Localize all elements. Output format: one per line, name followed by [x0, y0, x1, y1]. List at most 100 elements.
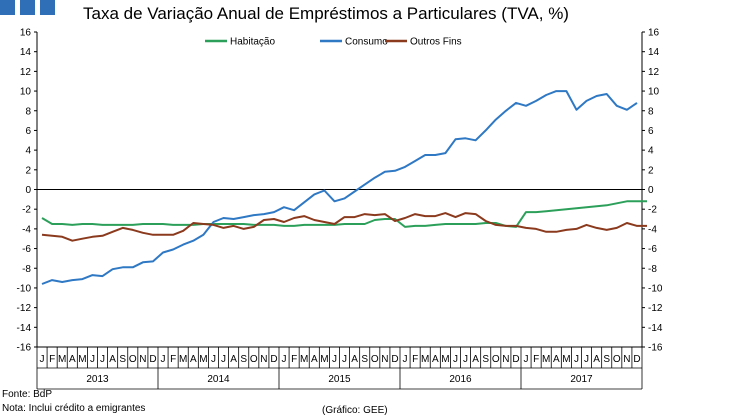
- month-label: J: [161, 354, 166, 365]
- year-label: 2016: [449, 374, 472, 385]
- month-label: N: [260, 354, 267, 365]
- month-label: J: [453, 354, 458, 365]
- y-tick-label-left: 12: [20, 67, 32, 78]
- month-label: A: [230, 354, 237, 365]
- year-label: 2015: [328, 374, 351, 385]
- month-label: M: [421, 354, 429, 365]
- month-label: A: [311, 354, 318, 365]
- credit-note: (Gráfico: GEE): [322, 405, 388, 416]
- month-label: S: [119, 354, 126, 365]
- y-tick-label-left: -8: [22, 264, 31, 275]
- month-label: M: [320, 354, 328, 365]
- y-tick-label-left: 4: [25, 146, 31, 157]
- axes: 16 16 14 14 12 12 10 10 8 8 6 6 4 4 2 2 0 0 -2 -2 -4 -4 -6 -6 -8…: [17, 28, 663, 390]
- month-label: A: [593, 354, 600, 365]
- series-line-habita-o: [41, 200, 647, 228]
- month-label: M: [562, 354, 570, 365]
- y-tick-label-left: 8: [25, 106, 31, 117]
- month-label: J: [211, 354, 216, 365]
- y-tick-label-left: -16: [17, 343, 32, 354]
- month-label: A: [432, 354, 439, 365]
- month-label: M: [300, 354, 308, 365]
- y-tick-label-left: 0: [25, 185, 31, 196]
- y-tick-label-right: 12: [648, 67, 660, 78]
- legend-label: Habitação: [230, 37, 275, 48]
- y-tick-label-right: -6: [648, 244, 657, 255]
- y-tick-label-right: -16: [648, 343, 663, 354]
- month-label: O: [613, 354, 621, 365]
- month-label: M: [542, 354, 550, 365]
- y-tick-label-right: 6: [648, 126, 654, 137]
- y-tick-label-right: 14: [648, 47, 660, 58]
- month-label: A: [553, 354, 560, 365]
- y-tick-label-right: -4: [648, 224, 657, 235]
- month-label: F: [533, 354, 539, 365]
- month-label: N: [502, 354, 509, 365]
- y-tick-label-right: -14: [648, 323, 663, 334]
- y-tick-label-right: -10: [648, 283, 663, 294]
- month-label: O: [250, 354, 258, 365]
- month-label: M: [78, 354, 86, 365]
- month-label: N: [139, 354, 146, 365]
- legend: Habitação Consumo Outros Fins: [205, 37, 462, 48]
- y-tick-label-right: -2: [648, 205, 657, 216]
- month-label: D: [633, 354, 640, 365]
- y-tick-label-right: 0: [648, 185, 654, 196]
- y-tick-label-left: -4: [22, 224, 31, 235]
- month-label: J: [342, 354, 347, 365]
- y-tick-label-right: -8: [648, 264, 657, 275]
- month-label: M: [179, 354, 187, 365]
- month-label: J: [332, 354, 337, 365]
- month-label: S: [603, 354, 610, 365]
- source-note: Fonte: BdP: [2, 389, 52, 400]
- month-label: D: [270, 354, 277, 365]
- y-tick-label-right: -12: [648, 303, 663, 314]
- month-label: S: [361, 354, 368, 365]
- month-label: M: [441, 354, 449, 365]
- month-label: A: [109, 354, 116, 365]
- y-tick-label-right: 4: [648, 146, 654, 157]
- month-label: F: [49, 354, 55, 365]
- month-label: F: [291, 354, 297, 365]
- footnote: Nota: Inclui crédito a emigrantes: [2, 403, 145, 414]
- brand-block-2: [20, 0, 35, 15]
- month-label: D: [149, 354, 156, 365]
- y-tick-label-right: 8: [648, 106, 654, 117]
- month-label: O: [129, 354, 137, 365]
- month-label: J: [282, 354, 287, 365]
- month-label: F: [412, 354, 418, 365]
- month-label: J: [463, 354, 468, 365]
- month-label: N: [623, 354, 630, 365]
- y-tick-label-left: -10: [17, 283, 32, 294]
- year-label: 2017: [570, 374, 593, 385]
- y-tick-label-left: 14: [20, 47, 32, 58]
- y-tick-label-left: -6: [22, 244, 31, 255]
- month-label: O: [371, 354, 379, 365]
- y-tick-label-left: -2: [22, 205, 31, 216]
- y-tick-label-right: 2: [648, 165, 654, 176]
- month-label: J: [403, 354, 408, 365]
- month-label: J: [221, 354, 226, 365]
- month-label: S: [482, 354, 489, 365]
- series-group: [41, 90, 647, 285]
- month-label: A: [472, 354, 479, 365]
- month-label: A: [351, 354, 358, 365]
- month-label: J: [524, 354, 529, 365]
- brand-block-1: [0, 0, 15, 15]
- month-label: J: [574, 354, 579, 365]
- month-label: M: [199, 354, 207, 365]
- brand-block-3: [40, 0, 55, 15]
- year-label: 2013: [86, 374, 109, 385]
- y-tick-label-left: 6: [25, 126, 31, 137]
- y-tick-label-left: 16: [20, 28, 32, 39]
- month-label: A: [69, 354, 76, 365]
- month-label: A: [190, 354, 197, 365]
- legend-label: Outros Fins: [410, 37, 462, 48]
- series-line-consumo: [41, 90, 638, 285]
- month-label: S: [240, 354, 247, 365]
- legend-label: Consumo: [345, 37, 388, 48]
- month-label: F: [170, 354, 176, 365]
- y-tick-label-left: -14: [17, 323, 32, 334]
- month-label: M: [58, 354, 66, 365]
- series-line-outros-fins: [41, 212, 647, 242]
